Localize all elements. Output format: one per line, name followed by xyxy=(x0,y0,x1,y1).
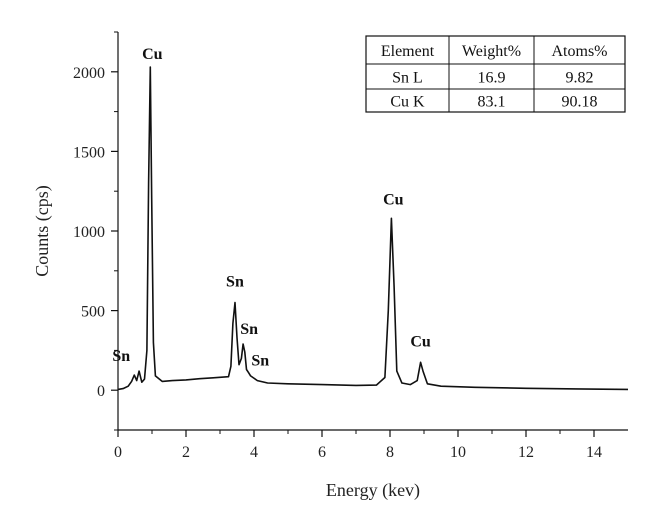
table-cell: Sn L xyxy=(392,70,423,87)
x-tick-label: 14 xyxy=(586,444,602,461)
table-border xyxy=(365,35,626,113)
x-tick-label: 2 xyxy=(182,444,190,461)
peak-label: Cu xyxy=(383,191,404,208)
table-cell: 90.18 xyxy=(562,94,598,111)
table-cell: 83.1 xyxy=(478,94,506,111)
table-header-cell: Weight% xyxy=(462,43,521,60)
y-tick-label: 2000 xyxy=(73,65,105,82)
table-cell: 9.82 xyxy=(566,70,594,87)
peak-label: Sn xyxy=(251,353,269,370)
y-tick-label: 1500 xyxy=(73,144,105,161)
y-axis-title: Counts (cps) xyxy=(32,185,53,277)
x-tick-label: 4 xyxy=(250,444,258,461)
x-tick-label: 12 xyxy=(518,444,534,461)
table-header-cell: Element xyxy=(381,43,435,60)
spectrum-line xyxy=(117,66,629,391)
table-cell: 16.9 xyxy=(478,70,506,87)
x-tick-label: 6 xyxy=(318,444,326,461)
peak-label: Sn xyxy=(240,321,258,338)
peak-label: Cu xyxy=(410,333,431,350)
table-cell: Cu K xyxy=(390,94,425,111)
x-tick-label: 0 xyxy=(114,444,122,461)
peak-label: Sn xyxy=(112,348,130,365)
peak-label: Sn xyxy=(226,274,244,291)
x-axis-title: Energy (kev) xyxy=(326,480,420,501)
x-tick-label: 8 xyxy=(386,444,394,461)
composition-table: Element Weight% Atoms% Sn L 16.9 9.82 Cu K 83.1… xyxy=(365,35,626,113)
y-tick-label: 500 xyxy=(81,304,105,321)
series-layer xyxy=(117,66,629,391)
table-header-cell: Atoms% xyxy=(552,43,608,60)
y-tick-label: 1000 xyxy=(73,224,105,241)
y-tick-label: 0 xyxy=(97,383,105,400)
peak-label: Cu xyxy=(142,46,163,63)
peak-labels: Cu Sn Sn Sn Sn Cu Cu xyxy=(112,46,431,369)
x-tick-label: 10 xyxy=(450,444,466,461)
tick-marks: 0 2 4 6 8 10 12 14 0 500 1000 1500 2000 xyxy=(73,31,602,461)
